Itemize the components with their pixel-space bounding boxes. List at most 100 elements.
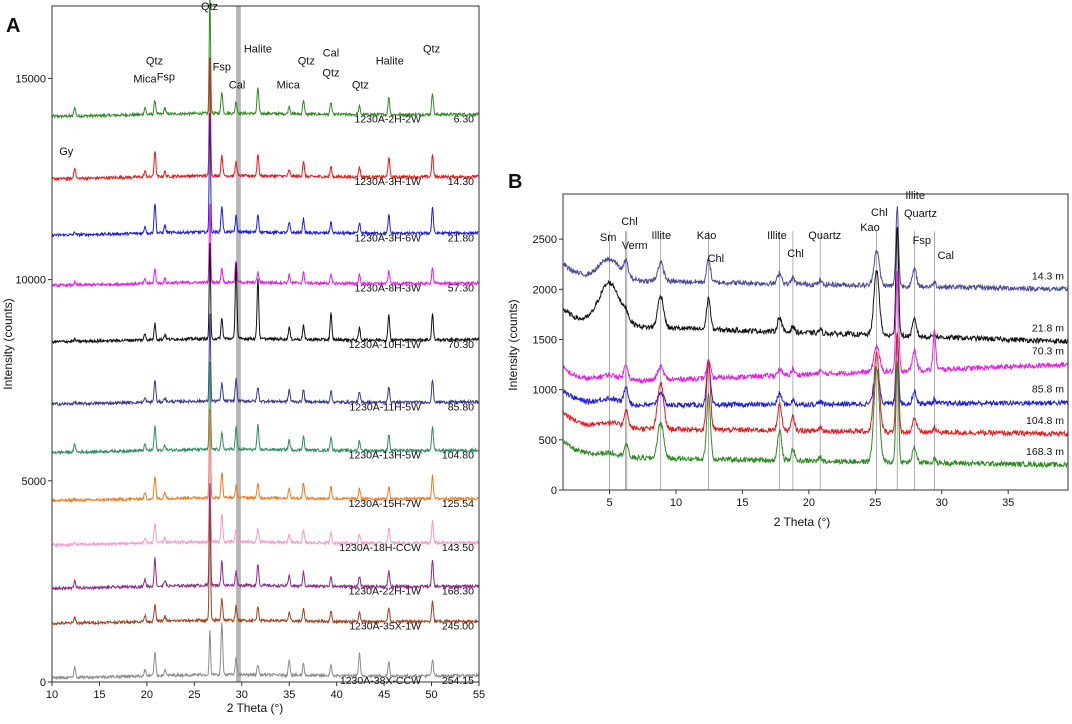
panel-b-series-labels: 14.3 m 21.8 m 70.3 m 85.8 m 104.8 m 168.3 m: [1026, 270, 1064, 458]
panel-a-x-tick-label: 55: [473, 689, 485, 701]
panel-a-series-name: 1230A-18H-CCW: [339, 542, 421, 554]
panel-b-series-label: 70.3 m: [1032, 346, 1064, 358]
panel-a-series-name: 1230A-8H-3W: [354, 283, 421, 295]
panel-a-peak-annotation: Qtz: [146, 55, 163, 67]
panel-a-x-tick-label: 15: [93, 689, 105, 701]
panel-b-peak-annotation: Kao: [860, 222, 880, 234]
panel-b-y-tick-label: 1000: [533, 385, 557, 397]
panel-b-y-tick-label: 2000: [533, 284, 557, 296]
panel-b-series-label: 168.3 m: [1026, 446, 1064, 458]
panel-a-series-name: 1230A-10H-1W: [349, 339, 421, 351]
panel-a-x-tick-label: 10: [46, 689, 58, 701]
panel-a-peak-annotation: Cal: [323, 47, 340, 59]
panel-a-peak-annotation: Halite: [376, 55, 404, 67]
panel-b-x-tick-label: 35: [1002, 497, 1014, 509]
panel-b-series-line: [562, 332, 1069, 410]
panel-b-peak-annotation: Chl: [871, 207, 888, 219]
panel-a-series-depth: 14.30: [448, 176, 474, 188]
panel-a-series-depth: 57.30: [448, 283, 474, 295]
panel-a-series-line: [51, 362, 480, 456]
panel-a-series-labels: 1230A-2H-2W 6.30 1230A-3H-1W 14.30 1230A-3H-…: [339, 114, 474, 687]
panel-a-peak-annotation: Fsp: [157, 71, 175, 83]
calcite-highlight-band-group: [236, 6, 241, 682]
panel-a-y-tick-label: 0: [40, 677, 46, 689]
panel-a-series-name: 1230A-3H-1W: [354, 176, 421, 188]
panel-a-series-line: [51, 313, 480, 408]
panel-a-series-name: 1230A-2H-2W: [354, 114, 421, 126]
panel-a-x-tick-label: 20: [141, 689, 153, 701]
panel-a-peak-annotation: Qtz: [201, 1, 218, 13]
panel-a-x-tick-label: 25: [188, 689, 200, 701]
panel-b-peak-annotation: Chl: [621, 216, 638, 228]
panel-b-y-axis-label: Intensity (counts): [506, 299, 520, 390]
panel-b-series-line: [562, 361, 1069, 469]
panel-b-x-tick-label: 15: [736, 497, 748, 509]
panel-a-y-tick-label: 15000: [15, 73, 46, 85]
panel-a-series-name: 1230A-3H-6W: [354, 232, 421, 244]
panel-b: B 5 10 15 20 25 30 35 0 500 1000 1500 2000 2500 14.3…: [506, 171, 1069, 529]
panel-b-x-tick-label: 20: [803, 497, 815, 509]
panel-b-frame: [562, 193, 1069, 491]
panel-a-series-line: [51, 57, 480, 182]
panel-a-series-depth: 125.54: [442, 498, 474, 510]
panel-b-series-line: [562, 270, 1069, 384]
panel-a-series-line: [51, 113, 480, 238]
panel-a-series-depth: 6.30: [454, 114, 475, 126]
panel-a-series-name: 1230A-35X-1W: [349, 621, 421, 633]
panel-b-series-label: 85.8 m: [1032, 384, 1064, 396]
panel-b-peak-annotation: Sm: [600, 232, 617, 244]
panel-a-peak-annotation: Qtz: [322, 67, 339, 79]
panel-a-y-axis-label: Intensity (counts): [1, 298, 15, 389]
panel-b-peak-annotation: Kao: [697, 230, 717, 242]
panel-a-peak-annotation: Halite: [244, 43, 272, 55]
panel-b-y-tick-label: 2500: [533, 234, 557, 246]
panel-a-peak-annotation: Mica: [277, 79, 301, 91]
panel-b-peak-annotation: Chl: [708, 253, 725, 265]
panel-b-x-tick-label: 10: [670, 497, 682, 509]
panel-a-series-group: [51, 0, 480, 681]
panel-b-axis-ticks: 5 10 15 20 25 30 35 0 500 1000 1500 2000 2500: [533, 234, 1015, 509]
panel-a-series-line: [51, 203, 480, 289]
panel-a-x-axis-label: 2 Theta (°): [227, 701, 284, 715]
panel-a-series-name: 1230A-13H-5W: [349, 450, 421, 462]
panel-a-peak-annotation: Qtz: [423, 43, 440, 55]
panel-b-series-label: 14.3 m: [1032, 270, 1064, 282]
panel-b-peak-annotation: Quartz: [904, 208, 937, 220]
panel-b-y-tick-label: 1500: [533, 334, 557, 346]
panel-a-series-name: 1230A-11H-5W: [349, 401, 421, 413]
panel-a-series-line: [51, 408, 480, 503]
panel-b-series-label: 21.8 m: [1032, 322, 1064, 334]
panel-b-x-tick-label: 30: [936, 497, 948, 509]
panel-b-x-axis-label: 2 Theta (°): [774, 515, 831, 529]
panel-a-y-tick-label: 5000: [22, 476, 46, 488]
panel-a-series-depth: 254.15: [442, 675, 474, 687]
panel-a-peak-annotation: Qtz: [298, 55, 315, 67]
panel-b-peak-annotation: Illite: [652, 230, 672, 242]
panel-a-series-line: [51, 0, 480, 120]
panel-a: A 10 15 20 25 30 35 40 45 50 55 0 5000 10000 15000 12…: [1, 0, 485, 715]
panel-a-series-line: [51, 445, 480, 549]
panel-a-peak-annotation: Qtz: [352, 79, 369, 91]
panel-b-peak-annotation: Verm: [622, 240, 648, 252]
panel-a-series-name: 1230A-15H-7W: [349, 498, 421, 510]
panel-a-peak-annotation: Cal: [229, 79, 246, 91]
panel-a-series-line: [51, 243, 480, 345]
panel-b-series-label: 104.8 m: [1026, 415, 1064, 427]
panel-b-series-group: [562, 206, 1069, 469]
panel-b-x-tick-label: 25: [869, 497, 881, 509]
panel-b-series-line: [562, 226, 1069, 345]
panel-b-peak-annotation: Illite: [767, 230, 787, 242]
panel-b-y-tick-label: 500: [539, 435, 557, 447]
panel-b-peak-annotation: Cal: [937, 250, 954, 262]
panel-a-series-depth: 143.50: [442, 542, 474, 554]
panel-b-peak-annotation: Illite: [905, 190, 925, 202]
panel-a-series-line: [51, 483, 480, 592]
panel-b-series-line: [562, 206, 1069, 293]
panel-a-peak-annotation: Fsp: [213, 61, 231, 73]
panel-a-x-tick-label: 45: [378, 689, 390, 701]
panel-b-y-tick-label: 0: [551, 485, 557, 497]
panel-a-label: A: [6, 15, 20, 37]
panel-a-series-name: 1230A-22H-1W: [349, 586, 421, 598]
panel-a-peak-annotation: Mica: [133, 73, 157, 85]
